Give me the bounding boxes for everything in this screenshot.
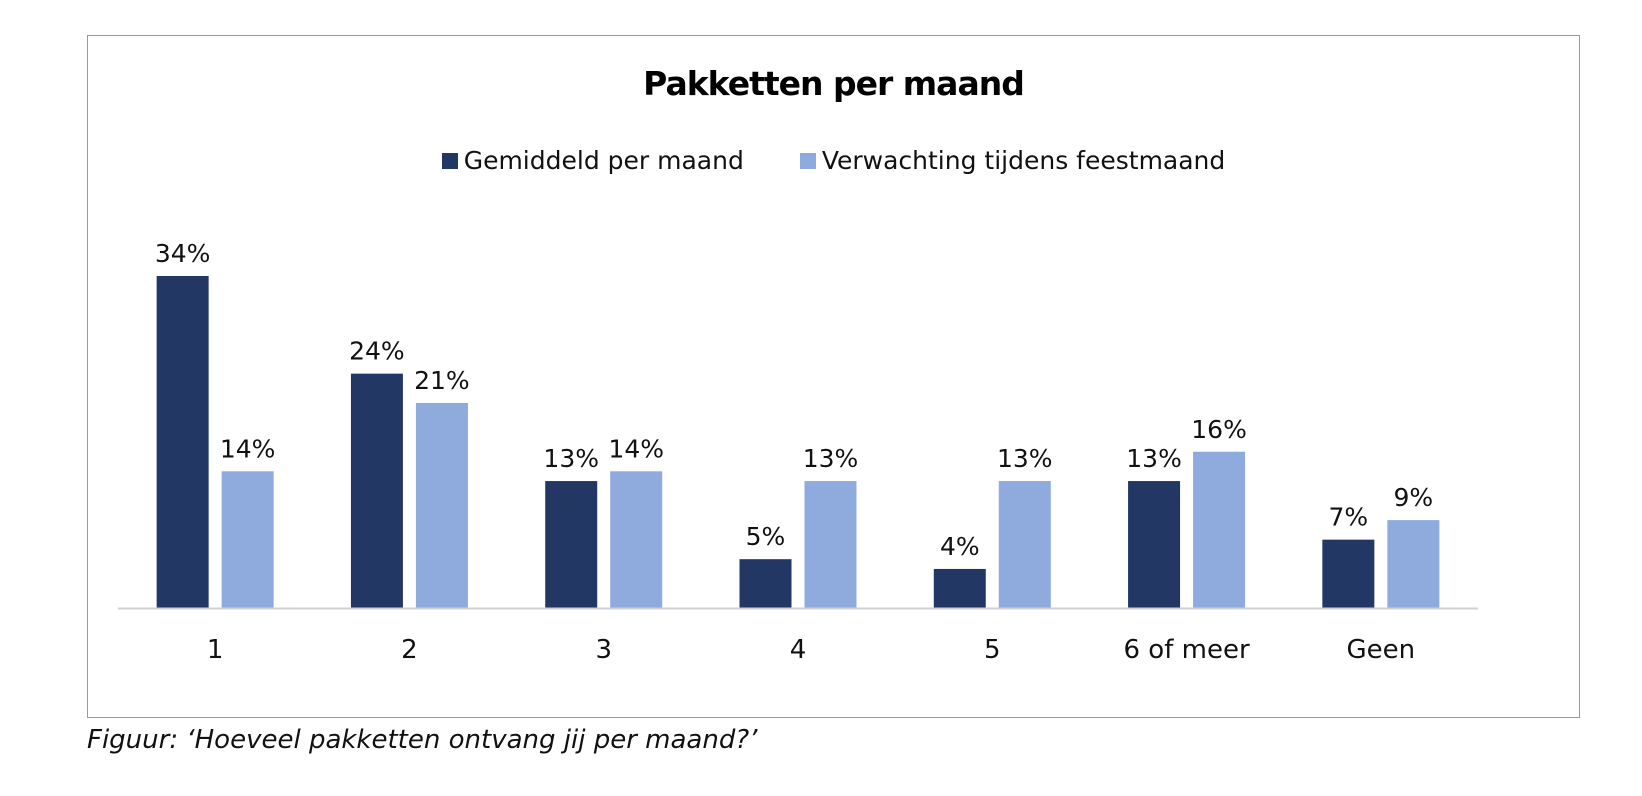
bar-series-1-cat-7	[1322, 539, 1375, 608]
legend-swatch-series-2	[799, 152, 816, 169]
bar-series-1-cat-1	[156, 276, 209, 608]
legend-item-series-2: Verwachting tijdens feestmaand	[799, 146, 1226, 175]
data-label-series-2-cat-5: 13%	[997, 444, 1053, 473]
bar-chart-plot: 34% 14% 1 24% 21% 2 13% 14% 3 5% 13% 4 4% 13% 5 13% 16% 6…	[118, 239, 1478, 665]
data-label-series-2-cat-3: 14%	[608, 434, 664, 463]
legend: Gemiddeld per maand Verwachting tijdens …	[88, 146, 1579, 175]
legend-swatch-series-1	[441, 152, 458, 169]
x-tick-label: 4	[790, 635, 807, 665]
bar-series-2-cat-7	[1387, 520, 1440, 608]
data-label-series-2-cat-2: 21%	[414, 366, 470, 395]
x-tick-label: 6 of meer	[1124, 635, 1250, 665]
bar-series-2-cat-4	[804, 481, 857, 608]
x-tick-label: Geen	[1347, 635, 1416, 665]
bar-series-1-cat-6	[1128, 481, 1181, 608]
bar-series-2-cat-5	[998, 481, 1051, 608]
data-label-series-1-cat-2: 24%	[349, 337, 405, 366]
data-label-series-1-cat-3: 13%	[543, 444, 599, 473]
data-label-series-2-cat-7: 9%	[1394, 483, 1434, 512]
legend-label-series-1: Gemiddeld per maand	[463, 146, 744, 175]
x-tick-label: 1	[207, 635, 224, 665]
bar-series-2-cat-1	[221, 471, 274, 608]
data-label-series-1-cat-5: 4%	[940, 532, 980, 561]
data-label-series-2-cat-6: 16%	[1191, 415, 1247, 444]
bar-series-1-cat-2	[350, 373, 403, 608]
x-tick-label: 5	[984, 635, 1001, 665]
data-label-series-1-cat-6: 13%	[1126, 444, 1182, 473]
bar-series-2-cat-6	[1193, 451, 1246, 608]
legend-item-series-1: Gemiddeld per maand	[441, 146, 744, 175]
bar-series-1-cat-4	[739, 559, 792, 608]
x-tick-label: 3	[595, 635, 612, 665]
data-label-series-1-cat-4: 5%	[746, 522, 786, 551]
data-label-series-2-cat-1: 14%	[220, 434, 276, 463]
chart-frame: Pakketten per maand Gemiddeld per maand …	[87, 35, 1580, 718]
data-label-series-1-cat-7: 7%	[1329, 503, 1369, 532]
chart-title: Pakketten per maand	[643, 64, 1025, 103]
data-label-series-2-cat-4: 13%	[803, 444, 859, 473]
bar-series-2-cat-3	[610, 471, 663, 608]
bar-series-1-cat-5	[933, 568, 986, 608]
data-label-series-1-cat-1: 34%	[155, 239, 211, 268]
x-tick-label: 2	[401, 635, 418, 665]
figure-caption: Figuur: ‘Hoeveel pakketten ontvang jij p…	[87, 725, 758, 755]
bar-series-2-cat-2	[415, 402, 468, 608]
legend-label-series-2: Verwachting tijdens feestmaand	[821, 146, 1226, 175]
bar-series-1-cat-3	[545, 481, 598, 608]
